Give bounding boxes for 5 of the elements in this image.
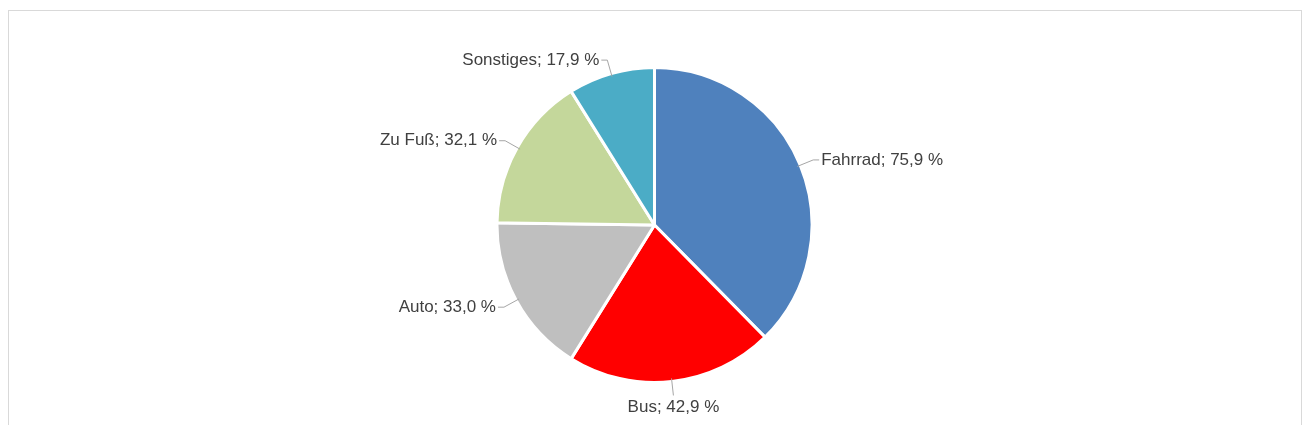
slice-label: Fahrrad; 75,9 % [821,149,944,169]
slice-label: Auto; 33,0 % [398,296,496,316]
slice-label: Zu Fuß; 32,1 % [379,130,498,150]
slice-label: Bus; 42,9 % [627,397,720,417]
slice-label: Sonstiges; 17,9 % [462,49,600,69]
